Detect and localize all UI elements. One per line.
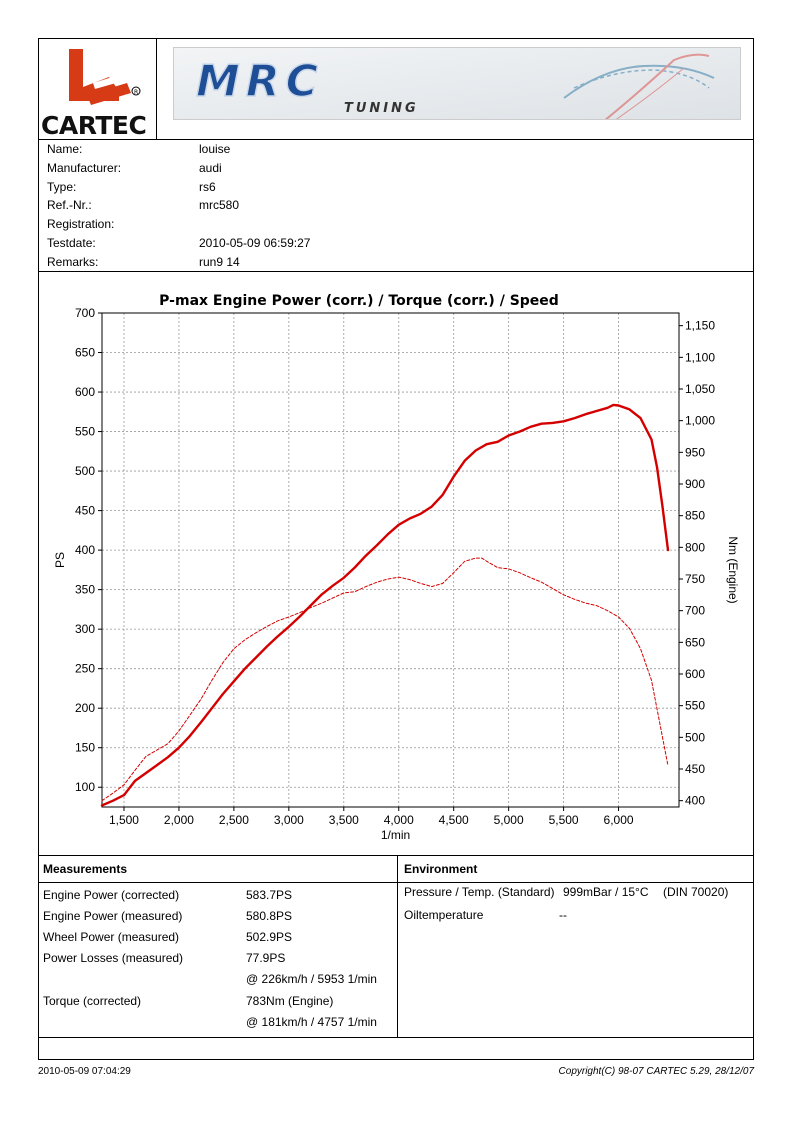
y2-tick-label: 600 xyxy=(685,667,705,681)
y2-tick-label: 800 xyxy=(685,540,705,554)
y2-tick-label: 500 xyxy=(685,730,705,744)
dyno-chart-svg: 1,500 2,000 2,500 3,000 3,500 4,000 4,500 5,000… xyxy=(53,293,740,842)
y2-tick-label: 1,000 xyxy=(685,414,715,428)
x-tick-label: 3,500 xyxy=(329,813,359,827)
measurement-value: @ 181km/h / 4757 1/min xyxy=(246,1014,377,1029)
y2-tick-label: 550 xyxy=(685,699,705,713)
cartec-logo-text: CARTEC xyxy=(41,111,147,140)
y-tick-label: 450 xyxy=(75,504,95,518)
measurement-value: 580.8PS xyxy=(246,909,293,924)
y2-tick-label: 1,100 xyxy=(685,350,715,364)
y2-tick-label: 850 xyxy=(685,509,705,523)
y-tick-label: 600 xyxy=(75,385,95,399)
y2-tick-label: 400 xyxy=(685,794,705,808)
x-tick-label: 2,500 xyxy=(219,813,249,827)
mrc-tuning-banner: MRC TUNING xyxy=(173,47,741,120)
svg-text:R: R xyxy=(134,89,138,96)
y-tick-label: 250 xyxy=(75,662,95,676)
logo-divider xyxy=(156,39,157,139)
info-label: Testdate: xyxy=(47,236,96,250)
y-tick-label: 500 xyxy=(75,464,95,478)
y-tick-label: 300 xyxy=(75,622,95,636)
footer-copyright: Copyright(C) 98-07 CARTEC 5.29, 28/12/07 xyxy=(558,1066,754,1077)
environment-title: Environment xyxy=(404,862,478,876)
info-label: Remarks: xyxy=(47,254,99,269)
info-divider xyxy=(39,271,753,272)
torque-series-line xyxy=(101,557,669,802)
measurement-label: Wheel Power (measured) xyxy=(43,930,180,945)
cartec-logo: R CARTEC xyxy=(39,39,156,140)
info-value: 2010-05-09 06:59:27 xyxy=(199,236,311,250)
report-frame: R CARTEC MRC TUNING Name: louise Manuf xyxy=(38,38,754,1060)
x-tick-label: 5,000 xyxy=(494,813,524,827)
y-tick-label: 350 xyxy=(75,583,95,597)
power-series-line xyxy=(100,403,670,807)
x-tick-label: 4,500 xyxy=(439,813,469,827)
x-tick-label: 1,500 xyxy=(109,813,139,827)
footer-date: 2010-05-09 07:04:29 xyxy=(38,1066,131,1077)
section-vertical-divider xyxy=(397,855,398,1037)
pressure-norm: (DIN 70020) xyxy=(663,885,729,899)
y2-tick-label: 900 xyxy=(685,477,705,491)
y2-tick-label: 1,050 xyxy=(685,382,715,396)
info-label: Name: xyxy=(47,142,83,156)
section-header-divider xyxy=(39,882,753,883)
y2-axis-label: Nm (Engine) xyxy=(726,536,740,603)
x-tick-label: 4,000 xyxy=(384,813,414,827)
measurement-label: Engine Power (measured) xyxy=(43,909,183,924)
measurement-value: 502.9PS xyxy=(246,930,293,945)
measurement-value: @ 226km/h / 5953 1/min xyxy=(246,972,377,987)
info-value: louise xyxy=(199,142,231,156)
measurement-label: Engine Power (corrected) xyxy=(43,888,180,902)
y-tick-label: 200 xyxy=(75,701,95,715)
y-tick-label: 650 xyxy=(75,346,95,360)
y2-tick-label: 1,150 xyxy=(685,319,715,333)
x-tick-label: 6,000 xyxy=(604,813,634,827)
y-tick-label: 550 xyxy=(75,425,95,439)
y-tick-label: 400 xyxy=(75,543,95,557)
info-value: rs6 xyxy=(199,179,216,194)
x-axis-label: 1/min xyxy=(381,828,410,842)
y-tick-label: 100 xyxy=(75,780,95,794)
y-axis-label: PS xyxy=(53,552,67,568)
x-tick-label: 5,500 xyxy=(549,813,579,827)
plot-area xyxy=(101,312,680,808)
chart-title: P-max Engine Power (corr.) / Torque (cor… xyxy=(159,293,559,309)
x-tick-label: 2,000 xyxy=(164,813,194,827)
dyno-chart: 1,500 2,000 2,500 3,000 3,500 4,000 4,500 5,000… xyxy=(39,271,755,855)
bottom-divider xyxy=(39,1037,753,1038)
pressure-value: 999mBar / 15°C xyxy=(563,885,649,899)
measurements-title: Measurements xyxy=(43,862,128,876)
measurement-value: 783Nm (Engine) xyxy=(246,993,334,1008)
header-divider xyxy=(39,139,753,140)
y2-tick-label: 700 xyxy=(685,604,705,618)
y-tick-label: 700 xyxy=(75,306,95,320)
oil-temp-label: Oiltemperature xyxy=(404,908,484,922)
info-value: audi xyxy=(199,160,222,175)
measurement-value: 583.7PS xyxy=(246,888,293,902)
cartec-logo-icon: R xyxy=(69,49,141,105)
info-label: Registration: xyxy=(47,217,115,232)
y2-tick-label: 650 xyxy=(685,635,705,649)
info-value: run9 14 xyxy=(199,254,240,269)
y2-tick-label: 450 xyxy=(685,762,705,776)
x-tick-label: 3,000 xyxy=(274,813,304,827)
measurement-label: Torque (corrected) xyxy=(43,993,142,1008)
info-label: Type: xyxy=(47,179,77,194)
banner-sub-text: TUNING xyxy=(344,101,419,116)
y2-tick-label: 950 xyxy=(685,445,705,459)
measurement-value: 77.9PS xyxy=(246,951,286,966)
mrc-banner-graphic: MRC TUNING xyxy=(174,48,740,119)
y-tick-label: 150 xyxy=(75,741,95,755)
info-value: mrc580 xyxy=(199,198,240,213)
oil-temp-value: -- xyxy=(559,908,567,922)
info-label: Manufacturer: xyxy=(47,160,122,175)
chart-divider xyxy=(39,855,753,856)
y2-tick-label: 750 xyxy=(685,572,705,586)
info-label: Ref.-Nr.: xyxy=(47,198,92,213)
measurement-label: Power Losses (measured) xyxy=(43,951,184,966)
pressure-label: Pressure / Temp. (Standard) xyxy=(404,885,555,899)
banner-main-text: MRC xyxy=(196,56,324,107)
